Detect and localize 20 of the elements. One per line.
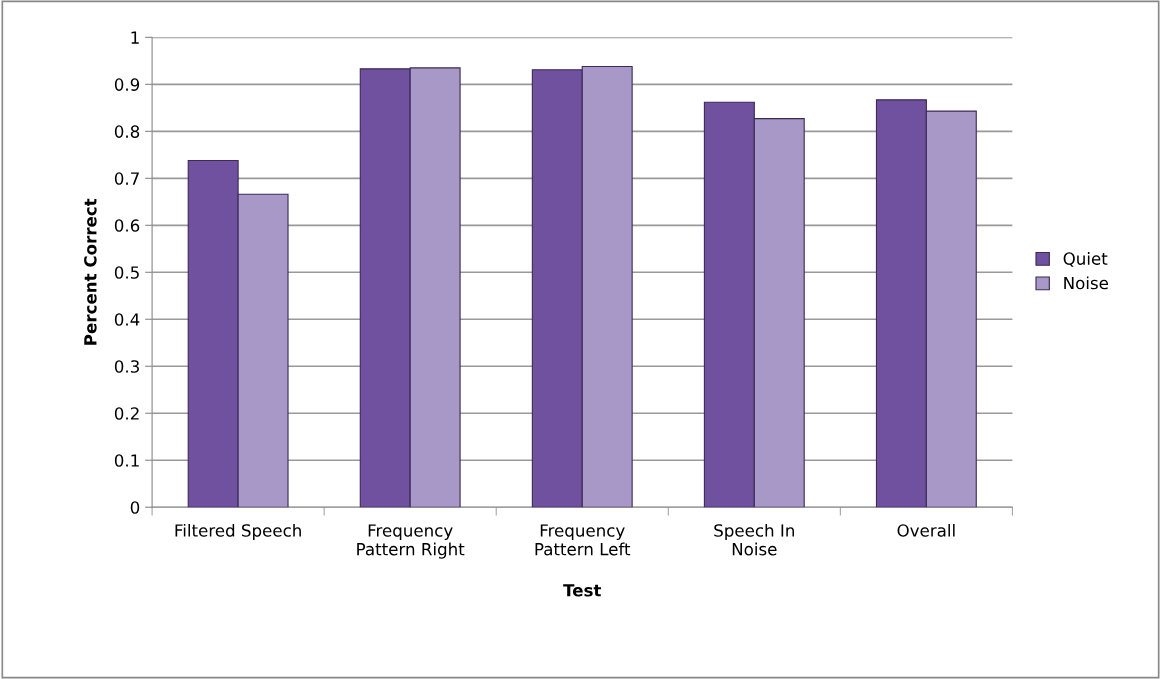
- x-tick-label: Filtered Speech: [175, 523, 301, 541]
- y-tick-label: 0: [130, 501, 140, 514]
- y-tick-label: 0.9: [114, 78, 140, 91]
- y-tick-label: 0.4: [114, 313, 140, 326]
- y-tick-label: 0.5: [114, 266, 139, 279]
- y-tick-label: 0.3: [114, 360, 139, 373]
- x-axis-title: Test: [563, 584, 602, 597]
- y-tick-label: 0.8: [114, 125, 140, 138]
- y-tick-label: 1: [131, 31, 139, 44]
- y-tick-label: 0.7: [114, 172, 139, 185]
- y-tick-label: 0.2: [114, 407, 139, 420]
- y-tick-label: 0.6: [114, 219, 140, 232]
- x-tick-label: Frequency Pattern Right: [357, 524, 465, 559]
- x-tick-label: Overall: [897, 523, 955, 537]
- legend-label: Noise: [1064, 276, 1109, 290]
- legend-label: Quiet: [1063, 251, 1108, 267]
- y-axis-title: Percent Correct: [84, 198, 97, 345]
- x-tick-label: Frequency Pattern Left: [535, 524, 631, 556]
- y-tick-label: 0.1: [114, 454, 139, 467]
- x-tick-label: Speech In Noise: [714, 523, 794, 556]
